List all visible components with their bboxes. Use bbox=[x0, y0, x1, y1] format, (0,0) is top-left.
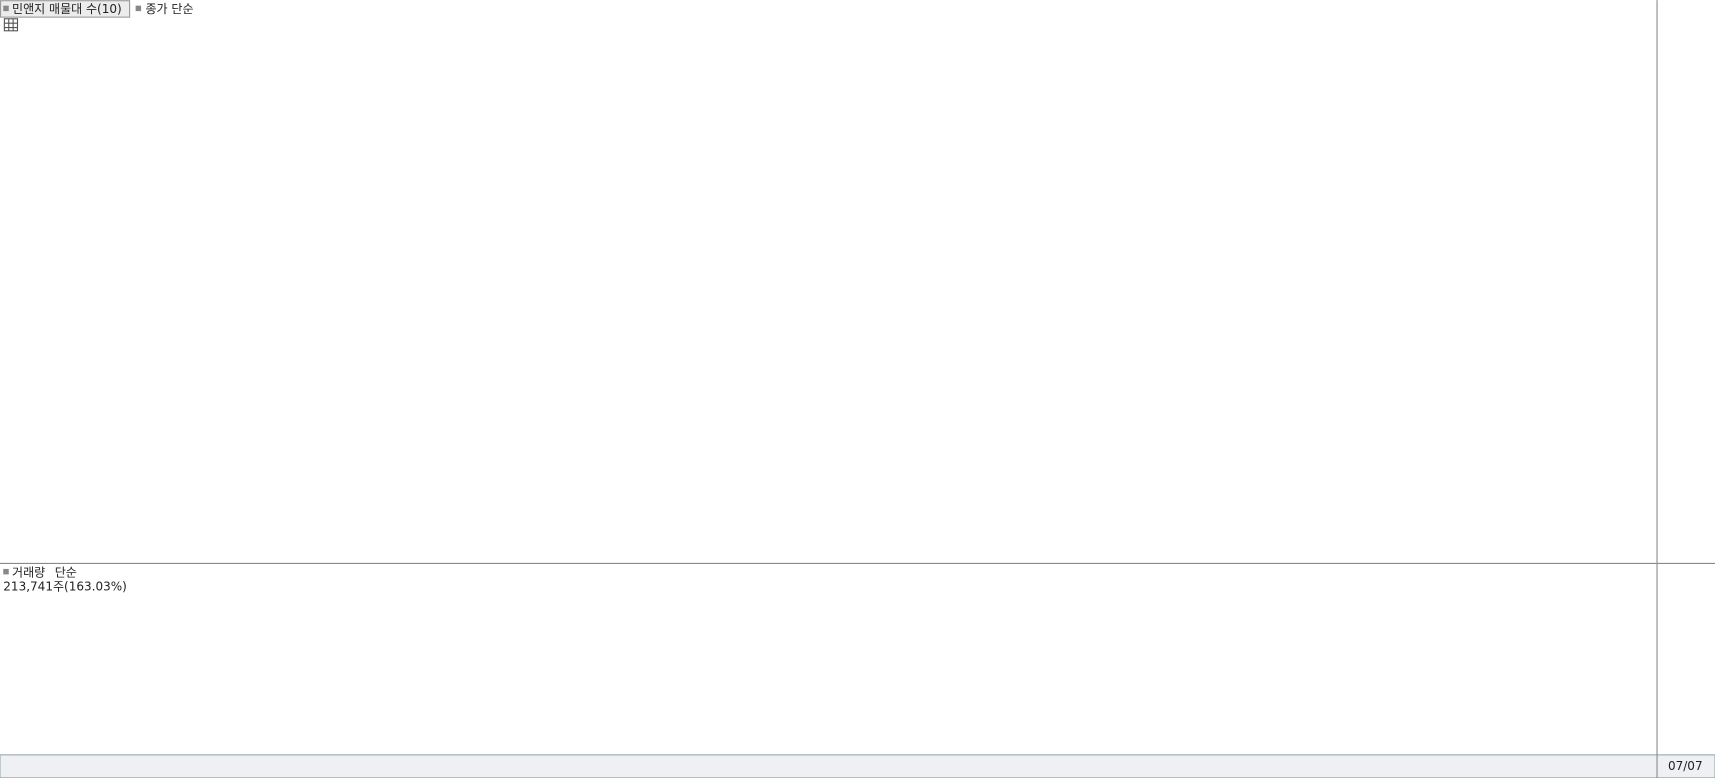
indicator-label: 단순 bbox=[55, 565, 77, 579]
legend-square bbox=[3, 5, 9, 12]
legend-square bbox=[3, 568, 9, 575]
grid-icon-lines bbox=[4, 18, 18, 31]
volume-legend: 거래량 bbox=[12, 565, 45, 579]
indicator-label: 종가 단순 bbox=[145, 2, 193, 16]
date-axis-band bbox=[0, 754, 1715, 778]
legend-square bbox=[135, 5, 142, 12]
end-date-label: 07/07 bbox=[1668, 759, 1703, 773]
profile-legend-box bbox=[0, 0, 131, 18]
current-volume-label: 213,741주(163.03%) bbox=[3, 579, 127, 593]
profile-legend: 민앤지 매물대 수(10) bbox=[12, 2, 122, 16]
grid-icon[interactable] bbox=[3, 18, 19, 32]
